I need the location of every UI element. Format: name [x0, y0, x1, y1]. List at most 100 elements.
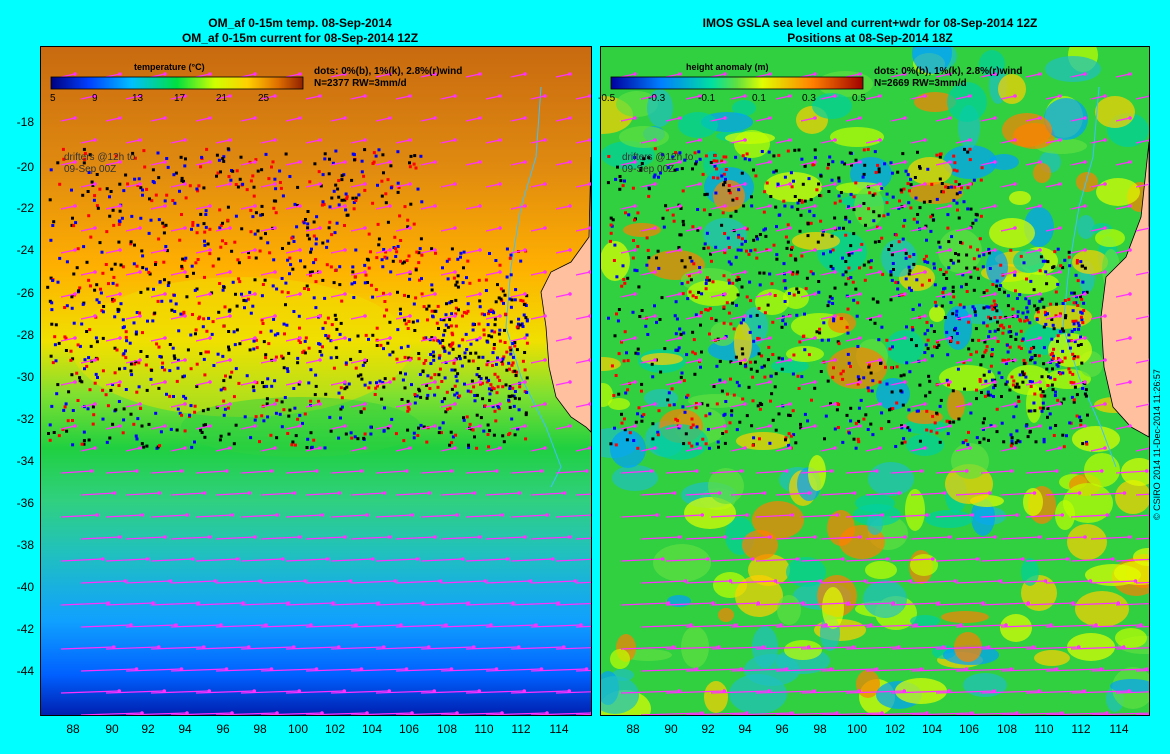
drifter-dot	[691, 167, 694, 171]
current-vector	[465, 558, 508, 562]
current-vector	[1135, 625, 1149, 628]
current-vector	[640, 183, 656, 188]
drifter-dot	[849, 244, 853, 248]
drifter-dot	[282, 408, 286, 412]
current-vector	[980, 425, 996, 430]
drifter-dot	[221, 239, 224, 243]
drifter-dot	[756, 237, 759, 241]
current-vector	[240, 337, 256, 342]
drifter-dot	[449, 430, 453, 434]
current-vector	[800, 425, 816, 430]
drifter-dot	[193, 404, 197, 408]
current-vector	[420, 425, 436, 430]
drifter-dot	[691, 294, 695, 298]
drifter-dot	[792, 353, 796, 357]
anomaly-blob	[941, 611, 989, 623]
drifter-dot	[342, 173, 346, 177]
drifter-dot	[633, 268, 637, 272]
anomaly-blob	[1044, 98, 1088, 140]
vector-head	[253, 424, 257, 428]
drifter-dot	[406, 428, 410, 432]
drifter-dot	[914, 196, 918, 200]
current-vector	[420, 646, 474, 650]
current-vector	[375, 249, 391, 254]
drifter-dot	[513, 433, 517, 437]
drifter-dot	[1067, 297, 1071, 301]
drifter-dot	[111, 281, 115, 285]
drifter-dot	[377, 148, 381, 152]
drifter-dot	[614, 443, 618, 447]
drifter-dot	[134, 330, 138, 334]
current-vector	[240, 690, 300, 694]
current-vector	[150, 470, 182, 474]
vector-head	[1013, 182, 1017, 186]
vector-head	[813, 204, 817, 208]
vector-head	[93, 182, 97, 186]
current-vector	[1045, 447, 1061, 452]
vector-head	[208, 336, 212, 340]
current-vector	[1090, 315, 1106, 320]
drifter-dot	[911, 308, 915, 311]
current-vector	[685, 447, 701, 452]
drifter-dot	[380, 258, 384, 262]
drifter-dot	[389, 186, 393, 190]
current-vector	[60, 117, 76, 122]
anomaly-blob	[623, 223, 661, 237]
drifter-dot	[1043, 310, 1047, 314]
drifter-dot	[999, 263, 1003, 267]
drifter-dot	[333, 231, 337, 235]
drifter-dot	[735, 380, 739, 384]
vector-head	[138, 446, 142, 450]
drifter-dot	[687, 441, 691, 445]
drifter-dot	[842, 226, 845, 230]
drifter-dot	[475, 446, 479, 450]
current-vector	[890, 337, 906, 342]
drifter-dot	[1036, 310, 1040, 314]
anomaly-blob	[1009, 191, 1031, 205]
vector-head	[1128, 535, 1132, 539]
current-vector	[465, 690, 525, 694]
vector-head	[444, 623, 448, 627]
drifter-dot	[356, 334, 360, 338]
current-vector	[150, 161, 166, 166]
drifter-dot	[321, 326, 325, 330]
current-vector	[420, 73, 436, 78]
vector-head	[273, 270, 277, 274]
anomaly-blob	[998, 74, 1026, 104]
drifter-dot	[850, 163, 853, 167]
vector-head	[788, 94, 792, 98]
drifter-dot	[386, 426, 390, 430]
drifter-dot	[764, 234, 768, 238]
current-vector	[1070, 381, 1086, 386]
drifter-dot	[89, 344, 93, 348]
current-vector	[510, 425, 526, 430]
vector-head	[723, 424, 727, 428]
drifter-dot	[249, 208, 253, 212]
vector-head	[1013, 226, 1017, 230]
current-vector	[350, 359, 366, 364]
drifter-dot	[680, 259, 684, 263]
vector-head	[919, 667, 924, 671]
drifter-dot	[634, 351, 638, 355]
drifter-dot	[101, 369, 105, 373]
drifter-dot	[217, 257, 221, 261]
drifter-dot	[904, 277, 908, 281]
drifter-dot	[362, 407, 366, 411]
drifter-dot	[471, 322, 475, 326]
drifter-dot	[338, 265, 342, 269]
drifter-dot	[262, 340, 266, 344]
vector-head	[73, 72, 77, 76]
drifter-dot	[1079, 260, 1083, 264]
vector-head	[653, 226, 657, 230]
drifter-dot	[933, 421, 937, 425]
drifter-dot	[624, 211, 627, 215]
anomaly-blob	[1067, 633, 1115, 661]
vector-head	[208, 72, 212, 76]
vector-head	[878, 182, 882, 186]
drifter-dot	[508, 405, 512, 409]
vector-head	[478, 204, 482, 208]
drifter-dot	[348, 338, 352, 342]
drifter-dot	[420, 277, 423, 281]
drifter-dot	[969, 275, 973, 279]
drifter-dot	[345, 385, 349, 389]
